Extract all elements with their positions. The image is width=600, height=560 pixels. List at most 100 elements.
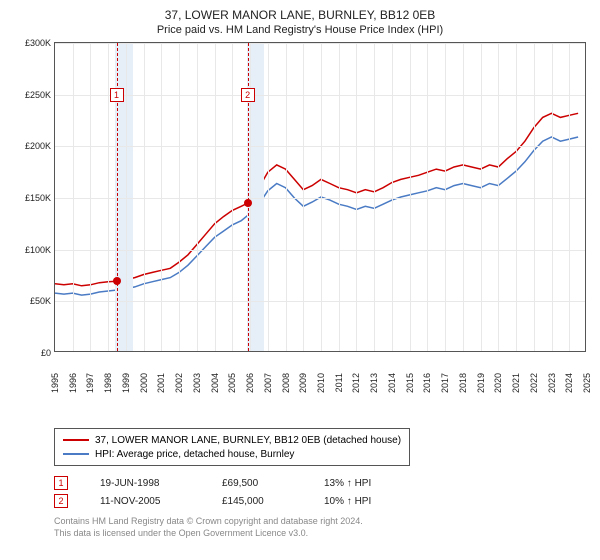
- y-tick-label: £200K: [15, 141, 51, 151]
- y-tick-label: £100K: [15, 245, 51, 255]
- x-tick-label: 2007: [263, 373, 273, 393]
- sale-diff: 10% ↑ HPI: [324, 496, 404, 507]
- x-tick-label: 2020: [493, 373, 503, 393]
- legend-row: HPI: Average price, detached house, Burn…: [63, 447, 401, 461]
- attribution-line: Contains HM Land Registry data © Crown c…: [54, 516, 586, 528]
- x-tick-label: 2025: [582, 373, 592, 393]
- gridline-v: [569, 43, 570, 351]
- x-tick-label: 1999: [121, 373, 131, 393]
- x-tick-label: 2010: [316, 373, 326, 393]
- y-tick-label: £300K: [15, 38, 51, 48]
- gridline-v: [374, 43, 375, 351]
- gridline-h: [55, 95, 585, 96]
- x-tick-label: 2006: [245, 373, 255, 393]
- x-tick-label: 2013: [369, 373, 379, 393]
- sale-price: £145,000: [222, 496, 292, 507]
- gridline-h: [55, 250, 585, 251]
- sale-row: 2 11-NOV-2005 £145,000 10% ↑ HPI: [54, 492, 586, 510]
- x-tick-label: 2016: [422, 373, 432, 393]
- x-tick-label: 2023: [547, 373, 557, 393]
- x-tick-label: 2021: [511, 373, 521, 393]
- x-tick-label: 2009: [298, 373, 308, 393]
- chart-area: £0£50K£100K£150K£200K£250K£300K199519961…: [14, 42, 586, 388]
- sale-point-dot: [113, 277, 121, 285]
- y-tick-label: £250K: [15, 90, 51, 100]
- sale-diff: 13% ↑ HPI: [324, 478, 404, 489]
- gridline-v: [516, 43, 517, 351]
- gridline-v: [498, 43, 499, 351]
- sales-table: 1 19-JUN-1998 £69,500 13% ↑ HPI 2 11-NOV-2005…: [54, 474, 586, 510]
- gridline-v: [481, 43, 482, 351]
- sale-date: 11-NOV-2005: [100, 496, 190, 507]
- gridline-v: [90, 43, 91, 351]
- plot-region: £0£50K£100K£150K£200K£250K£300K199519961…: [54, 42, 586, 352]
- chart-subtitle: Price paid vs. HM Land Registry's House …: [14, 24, 586, 36]
- gridline-v: [321, 43, 322, 351]
- legend-label: 37, LOWER MANOR LANE, BURNLEY, BB12 0EB …: [95, 435, 401, 446]
- sale-price: £69,500: [222, 478, 292, 489]
- sale-marker-icon: 1: [54, 476, 68, 490]
- x-tick-label: 2022: [529, 373, 539, 393]
- gridline-v: [161, 43, 162, 351]
- gridline-h: [55, 198, 585, 199]
- y-tick-label: £150K: [15, 193, 51, 203]
- gridline-v: [339, 43, 340, 351]
- x-tick-label: 2003: [192, 373, 202, 393]
- x-tick-label: 2011: [334, 373, 344, 392]
- gridline-v: [73, 43, 74, 351]
- attribution-line: This data is licensed under the Open Gov…: [54, 528, 586, 540]
- gridline-v: [552, 43, 553, 351]
- sale-marker-box: 2: [241, 88, 255, 102]
- x-tick-label: 2018: [458, 373, 468, 393]
- gridline-h: [55, 43, 585, 44]
- x-tick-label: 2001: [156, 373, 166, 393]
- legend-row: 37, LOWER MANOR LANE, BURNLEY, BB12 0EB …: [63, 433, 401, 447]
- x-tick-label: 2008: [281, 373, 291, 393]
- legend-swatch: [63, 453, 89, 455]
- legend-label: HPI: Average price, detached house, Burn…: [95, 449, 294, 460]
- x-tick-label: 2014: [387, 373, 397, 393]
- x-tick-label: 2002: [174, 373, 184, 393]
- gridline-v: [179, 43, 180, 351]
- x-tick-label: 2005: [227, 373, 237, 393]
- sale-marker-icon: 2: [54, 494, 68, 508]
- x-tick-label: 2012: [351, 373, 361, 393]
- chart-container: 37, LOWER MANOR LANE, BURNLEY, BB12 0EB …: [0, 0, 600, 560]
- gridline-v: [215, 43, 216, 351]
- x-tick-label: 1996: [68, 373, 78, 393]
- y-tick-label: £0: [15, 348, 51, 358]
- attribution: Contains HM Land Registry data © Crown c…: [54, 516, 586, 539]
- y-tick-label: £50K: [15, 296, 51, 306]
- x-tick-label: 1997: [85, 373, 95, 393]
- legend: 37, LOWER MANOR LANE, BURNLEY, BB12 0EB …: [54, 428, 410, 466]
- sale-date: 19-JUN-1998: [100, 478, 190, 489]
- gridline-v: [392, 43, 393, 351]
- x-tick-label: 2024: [564, 373, 574, 393]
- gridline-v: [445, 43, 446, 351]
- sale-row: 1 19-JUN-1998 £69,500 13% ↑ HPI: [54, 474, 586, 492]
- gridline-v: [410, 43, 411, 351]
- gridline-v: [268, 43, 269, 351]
- gridline-h: [55, 146, 585, 147]
- legend-swatch: [63, 439, 89, 441]
- sale-marker-box: 1: [110, 88, 124, 102]
- series-hpi: [55, 137, 578, 295]
- chart-title: 37, LOWER MANOR LANE, BURNLEY, BB12 0EB: [14, 8, 586, 22]
- gridline-h: [55, 301, 585, 302]
- gridline-v: [427, 43, 428, 351]
- x-tick-label: 2000: [139, 373, 149, 393]
- gridline-v: [232, 43, 233, 351]
- x-tick-label: 2017: [440, 373, 450, 393]
- gridline-v: [463, 43, 464, 351]
- x-tick-label: 2004: [210, 373, 220, 393]
- x-tick-label: 1998: [103, 373, 113, 393]
- x-tick-label: 2019: [476, 373, 486, 393]
- gridline-v: [303, 43, 304, 351]
- gridline-v: [286, 43, 287, 351]
- gridline-v: [197, 43, 198, 351]
- gridline-v: [126, 43, 127, 351]
- gridline-v: [144, 43, 145, 351]
- x-tick-label: 2015: [405, 373, 415, 393]
- gridline-v: [534, 43, 535, 351]
- sale-point-dot: [244, 199, 252, 207]
